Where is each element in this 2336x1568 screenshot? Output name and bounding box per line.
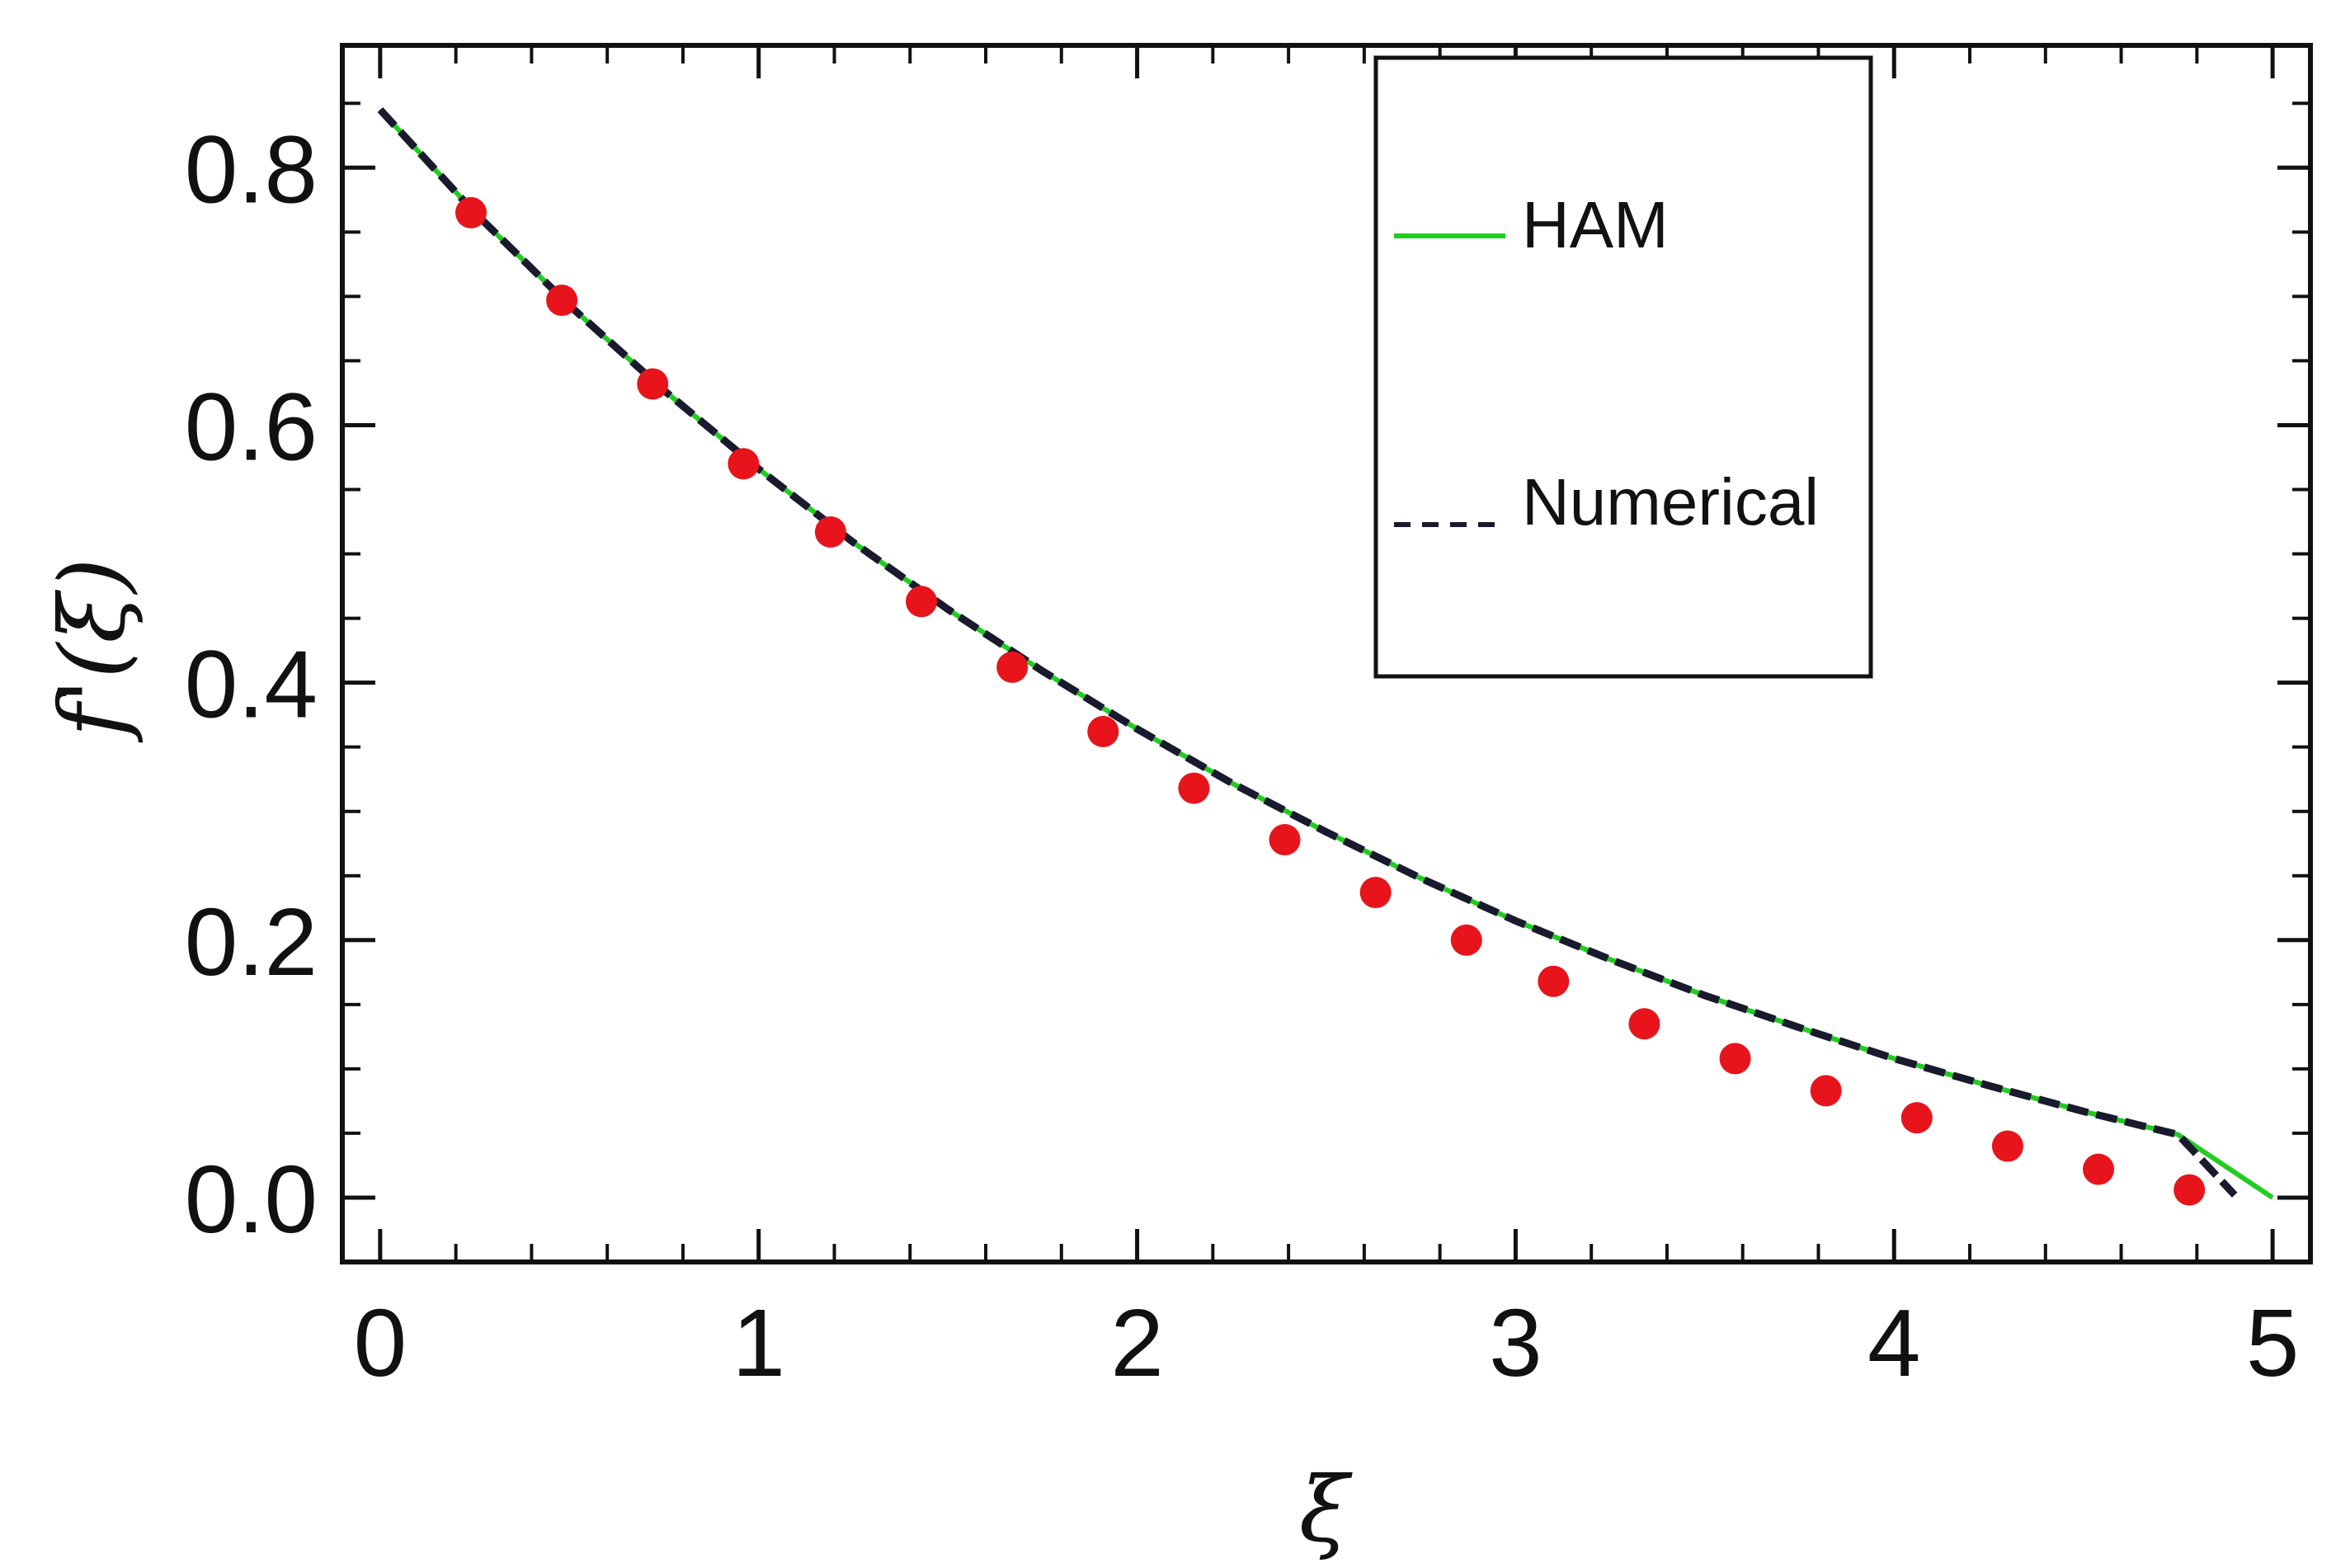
x-tick-label: 1 (732, 1289, 785, 1396)
y-tick-label: 0.8 (185, 115, 318, 223)
y-axis-title: f'(ξ) (40, 558, 145, 742)
data-point (1269, 824, 1301, 856)
data-point (1719, 1043, 1751, 1075)
legend-label-numerical: Numerical (1522, 465, 1819, 539)
data-point (906, 586, 938, 618)
data-point (1628, 1008, 1660, 1040)
y-tick-label: 0.6 (185, 373, 318, 480)
data-point (1359, 877, 1392, 909)
data-point (637, 368, 669, 400)
data-point (1991, 1130, 2023, 1162)
x-tick-label: 2 (1110, 1289, 1164, 1396)
data-point (1178, 772, 1210, 804)
data-point (1900, 1102, 1933, 1134)
legend-label-ham: HAM (1522, 188, 1669, 261)
series-layer (377, 106, 2274, 1200)
data-point (1450, 924, 1482, 956)
data-point (546, 285, 578, 317)
data-point (1810, 1075, 1842, 1107)
x-tick-label: 5 (2246, 1289, 2300, 1396)
plot-frame (340, 43, 2313, 1264)
x-tick-label: 3 (1489, 1289, 1542, 1396)
y-tick-label: 0.0 (185, 1146, 318, 1253)
data-point (728, 448, 760, 480)
y-tick-label: 0.2 (185, 888, 318, 996)
x-tick-label: 4 (1867, 1289, 1921, 1396)
labels-layer: 0 1 2 3 4 5 0.0 0.2 0.4 0.6 0.8 (185, 115, 2300, 1396)
data-point (814, 516, 846, 548)
markers-layer (455, 196, 2206, 1206)
data-point (2174, 1174, 2206, 1206)
data-point (996, 651, 1029, 683)
data-point (1087, 715, 1119, 747)
series-line-numerical (377, 106, 2238, 1198)
legend-box (1373, 55, 1873, 679)
legend: HAM Numerical (1373, 55, 1873, 679)
data-point (2083, 1153, 2115, 1185)
data-point (1538, 965, 1570, 997)
y-tick-label: 0.4 (185, 631, 318, 738)
x-axis-title: ξ (1299, 1457, 1354, 1562)
x-tick-label: 0 (354, 1289, 407, 1396)
data-point (455, 196, 487, 228)
